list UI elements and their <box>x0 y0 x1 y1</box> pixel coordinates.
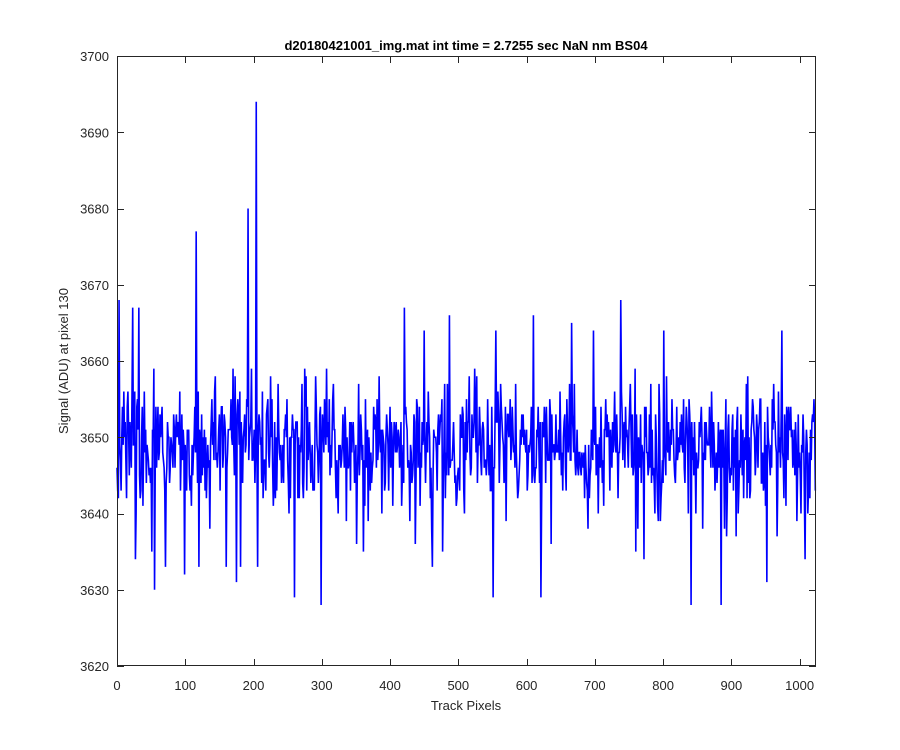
y-tick-label: 3630 <box>80 583 109 598</box>
y-tick-label: 3650 <box>80 430 109 445</box>
y-tick-label: 3640 <box>80 507 109 522</box>
x-tick-label: 300 <box>311 678 333 693</box>
y-tick-label: 3680 <box>80 202 109 217</box>
x-tick-label: 400 <box>379 678 401 693</box>
x-tick-label: 100 <box>174 678 196 693</box>
y-tick-label: 3690 <box>80 125 109 140</box>
x-axis: 0 100 200 300 400 500 600 700 800 900 1000 <box>113 56 814 693</box>
plot-area <box>117 56 816 666</box>
x-tick-label: 500 <box>447 678 469 693</box>
signal-series-line <box>116 101 817 606</box>
series-layer <box>116 101 817 606</box>
x-tick-label: 600 <box>516 678 538 693</box>
y-tick-label: 3670 <box>80 278 109 293</box>
x-tick-label: 1000 <box>785 678 814 693</box>
y-axis-label: Signal (ADU) at pixel 130 <box>56 288 71 434</box>
x-tick-label: 0 <box>113 678 120 693</box>
x-tick-label: 200 <box>243 678 265 693</box>
x-tick-label: 700 <box>584 678 606 693</box>
y-tick-label: 3660 <box>80 354 109 369</box>
y-axis: 3620 3630 3640 3650 3660 3670 3680 3690 3700 <box>80 49 816 674</box>
x-tick-label: 900 <box>721 678 743 693</box>
x-axis-label: Track Pixels <box>431 698 502 713</box>
x-tick-label: 800 <box>652 678 674 693</box>
y-tick-label: 3620 <box>80 659 109 674</box>
chart-title: d20180421001_img.mat int time = 2.7255 s… <box>284 38 648 53</box>
y-tick-label: 3700 <box>80 49 109 64</box>
